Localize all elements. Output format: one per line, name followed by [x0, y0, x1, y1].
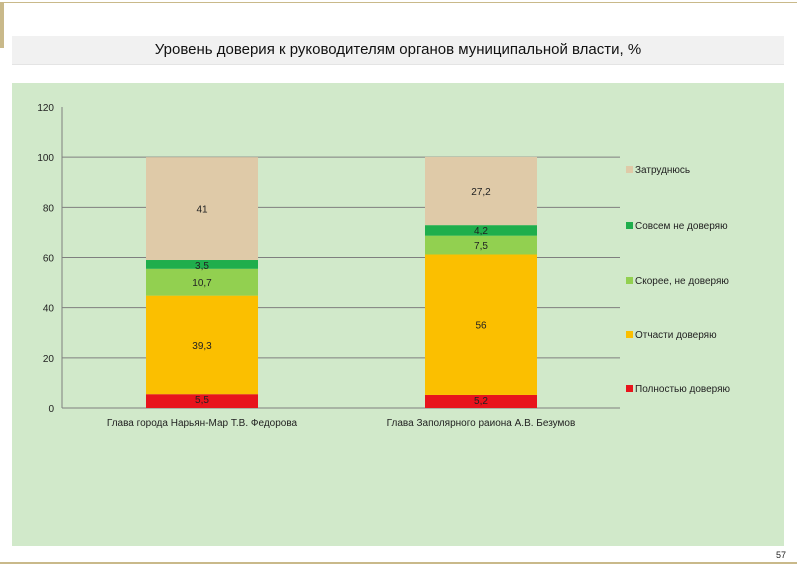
legend-label: Полностью доверяю [635, 384, 731, 395]
legend-label: Затруднюсь [635, 165, 690, 176]
y-tick-label: 60 [43, 254, 55, 265]
data-label: 27,2 [471, 187, 491, 198]
legend-swatch [626, 277, 633, 284]
y-tick-label: 120 [37, 103, 54, 114]
title-band [12, 36, 784, 65]
data-label: 7,5 [474, 241, 488, 252]
y-tick-label: 80 [43, 203, 55, 214]
data-label: 5,2 [474, 396, 488, 407]
legend-swatch [626, 166, 633, 173]
chart-title: Уровень доверия к руководителям органов … [154, 41, 642, 58]
data-label: 5,5 [195, 395, 209, 406]
bar-segment [146, 295, 258, 395]
legend-swatch [626, 331, 633, 338]
data-label: 3,5 [195, 261, 209, 272]
legend-swatch [626, 222, 633, 229]
frame-left-line [0, 2, 4, 48]
y-tick-label: 100 [37, 153, 54, 164]
x-category-label: Глава Заполярного раиона А.В. Безумов [387, 418, 576, 429]
bar-segment [146, 157, 258, 261]
bar-segment [425, 254, 537, 395]
y-tick-label: 20 [43, 354, 55, 365]
bar-segment [146, 268, 258, 296]
frame-top-line [0, 2, 797, 3]
data-label: 10,7 [192, 278, 212, 289]
frame-bottom-line [0, 562, 797, 564]
chart-panel [12, 83, 784, 546]
data-label: 39,3 [192, 341, 212, 352]
bar-segment [425, 394, 537, 408]
x-category-label: Глава города Нарьян-Мар Т.В. Федорова [107, 418, 298, 429]
bar-segment [425, 156, 537, 226]
bar-segment [146, 260, 258, 269]
bar-segment [425, 235, 537, 255]
legend-label: Скорее, не доверяю [635, 276, 729, 287]
y-tick-label: 0 [48, 404, 54, 415]
bar-segment [146, 394, 258, 408]
legend-swatch [626, 385, 633, 392]
y-tick-label: 40 [43, 304, 55, 315]
data-label: 56 [475, 321, 487, 332]
legend-label: Совсем не доверяю [635, 221, 728, 232]
data-label: 4,2 [474, 226, 488, 237]
legend-label: Отчасти доверяю [635, 330, 717, 341]
page-number: 57 [775, 550, 786, 560]
bar-segment [425, 225, 537, 236]
data-label: 41 [196, 205, 208, 216]
